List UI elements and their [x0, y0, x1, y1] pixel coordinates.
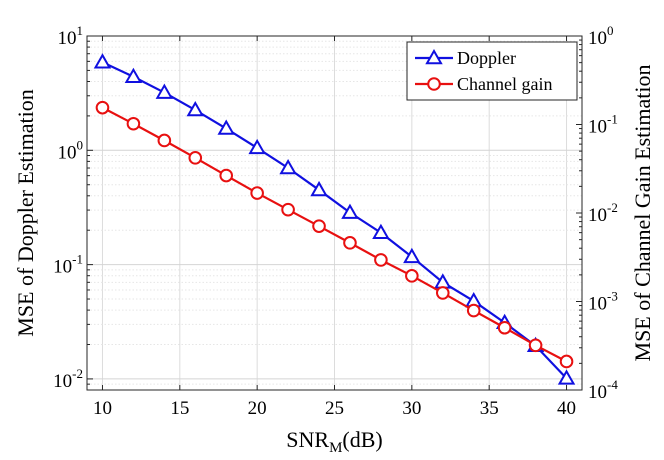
tick-base: 10 — [588, 117, 607, 138]
tick-exponent: 0 — [607, 23, 614, 38]
x-tick-label: 15 — [170, 398, 189, 419]
data-point — [497, 320, 512, 335]
tick-base: 10 — [53, 371, 72, 392]
legend-label: Doppler — [457, 48, 516, 68]
x-tick-label: 35 — [480, 398, 499, 419]
series — [93, 53, 576, 385]
data-point — [310, 180, 328, 197]
axis-labels: 10 15 20 25 30 35 4010110010-110-210010-110-21… — [13, 23, 655, 456]
tick-base: 10 — [588, 382, 607, 403]
series-line — [102, 61, 568, 380]
data-point — [372, 223, 390, 240]
tick-base: 10 — [58, 142, 77, 163]
tick-exponent: -1 — [72, 252, 83, 267]
right-tick-label: 10-2 — [588, 200, 618, 226]
right-tick-label: 10-4 — [588, 377, 618, 403]
x-axis-title-main: SNR — [286, 427, 329, 452]
tick-base: 10 — [588, 294, 607, 315]
x-tick-label: 10 — [93, 398, 112, 419]
tick-exponent: -3 — [607, 289, 618, 304]
tick-exponent: -2 — [72, 366, 83, 381]
data-point — [557, 369, 576, 385]
right-axis-title: MSE of Channel Gain Estimation — [630, 65, 655, 362]
x-axis-title-subscript: M — [329, 440, 342, 456]
tick-exponent: -4 — [607, 377, 618, 392]
right-tick-label: 10-1 — [588, 112, 618, 138]
data-point — [93, 53, 112, 69]
data-point — [312, 219, 326, 233]
data-point — [559, 354, 574, 369]
x-tick-label: 30 — [402, 398, 421, 419]
data-point — [435, 286, 450, 300]
x-tick-label: 20 — [248, 398, 267, 419]
data-point — [217, 119, 235, 135]
data-point — [219, 168, 234, 183]
data-point — [186, 101, 205, 117]
legend-item: Doppler — [415, 48, 516, 68]
data-point — [374, 253, 388, 267]
left-tick-label: 100 — [58, 137, 84, 163]
tick-base: 10 — [588, 205, 607, 226]
data-point — [248, 138, 266, 155]
legend-marker — [425, 48, 443, 65]
data-point — [405, 269, 419, 283]
tick-exponent: 1 — [77, 23, 84, 38]
data-point — [279, 158, 297, 175]
right-tick-label: 10-3 — [588, 289, 618, 315]
tick-exponent: -2 — [607, 200, 618, 215]
data-point — [188, 151, 203, 165]
left-axis-title: MSE of Doppler Estimation — [13, 89, 38, 336]
axis-ticks — [87, 35, 582, 391]
data-point — [126, 116, 141, 131]
data-point — [281, 202, 295, 217]
tick-exponent: -1 — [607, 112, 618, 127]
series-channel-gain — [95, 100, 574, 369]
data-point — [157, 133, 172, 148]
data-point — [466, 303, 481, 318]
data-point — [155, 83, 174, 99]
data-point — [124, 67, 143, 84]
data-point — [403, 247, 421, 264]
legend: Doppler Channel gain — [406, 41, 578, 101]
data-point — [528, 338, 543, 353]
data-point — [250, 186, 264, 200]
tick-base: 10 — [588, 28, 607, 49]
tick-base: 10 — [58, 28, 77, 49]
data-point — [95, 100, 110, 115]
tick-base: 10 — [53, 257, 72, 278]
data-point — [341, 203, 359, 219]
x-tick-label: 25 — [325, 398, 344, 419]
tick-exponent: 0 — [77, 137, 84, 152]
legend-item: Channel gain — [415, 74, 552, 94]
x-axis-title-unit: (dB) — [342, 427, 382, 452]
left-tick-label: 10-2 — [53, 366, 83, 392]
legend-label: Channel gain — [457, 74, 552, 94]
x-axis-title: SNRM(dB) — [286, 427, 382, 456]
right-tick-label: 100 — [588, 23, 614, 49]
series-line — [101, 106, 568, 363]
legend-marker — [427, 77, 441, 91]
data-point — [343, 236, 357, 250]
x-tick-label: 40 — [557, 398, 576, 419]
left-tick-label: 10-1 — [53, 252, 83, 278]
left-tick-label: 101 — [58, 23, 84, 49]
